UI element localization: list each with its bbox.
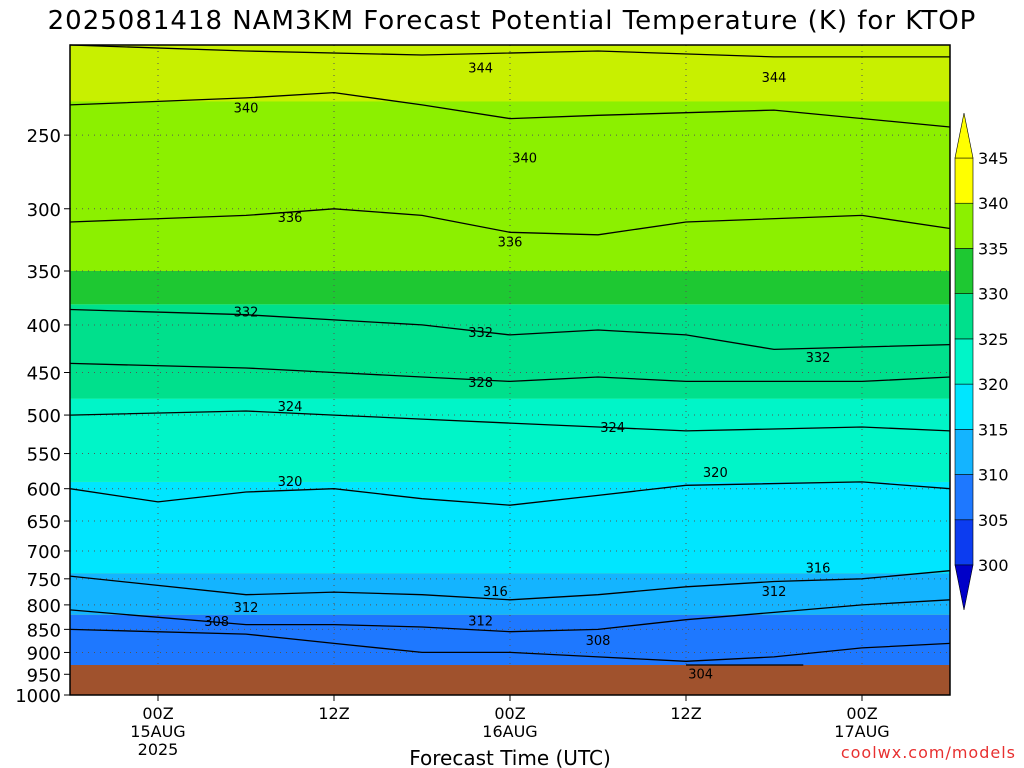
- contour-label: 336: [498, 235, 523, 250]
- ground: [70, 665, 950, 695]
- contour-label: 340: [512, 152, 537, 167]
- x-tick-label: 00Z: [494, 704, 525, 723]
- y-tick-label-300: 300: [27, 200, 61, 221]
- y-tick-label-800: 800: [27, 596, 61, 617]
- y-tick-label-700: 700: [27, 542, 61, 563]
- y-tick-label-600: 600: [27, 480, 61, 501]
- legend-swatch-315: [954, 383, 974, 430]
- y-tick-label-250: 250: [27, 126, 61, 147]
- contour-label: 312: [762, 585, 787, 600]
- legend-low-arrow: [954, 564, 974, 611]
- contour-340: [69, 91, 951, 128]
- contour-332: [69, 308, 951, 351]
- legend-label-325: 325: [978, 330, 1009, 349]
- legend-swatch-340: [954, 157, 974, 204]
- x-axis-label: Forecast Time (UTC): [409, 746, 611, 768]
- contour-label: 336: [278, 211, 303, 226]
- y-axis: 2503003504004505005506006507007508008509…: [15, 126, 70, 707]
- theta-band-315: [70, 481, 950, 574]
- chart-title: 2025081418 NAM3KM Forecast Potential Tem…: [48, 6, 977, 36]
- legend-label-345: 345: [978, 149, 1009, 168]
- contour-336: [69, 208, 951, 236]
- y-tick-label-350: 350: [27, 262, 61, 283]
- color-legend: 300 305 310 315 320 325 330 335 340 345: [954, 112, 1009, 611]
- theta-band-320: [70, 398, 950, 482]
- theta-band-330: [70, 271, 950, 305]
- contour-312: [69, 599, 951, 633]
- y-tick-label-750: 750: [27, 570, 61, 591]
- legend-label-315: 315: [978, 420, 1009, 439]
- contour-label: 340: [234, 101, 259, 116]
- contour-label: 344: [762, 71, 787, 86]
- contour-label: 332: [806, 351, 831, 366]
- contour-344: [69, 44, 950, 58]
- legend-label-320: 320: [978, 375, 1009, 394]
- contour-324: [69, 410, 951, 432]
- contour-label: 316: [806, 561, 831, 576]
- contour-label: 308: [204, 615, 229, 630]
- y-tick-label-500: 500: [27, 406, 61, 427]
- legend-swatch-335: [954, 202, 974, 249]
- y-tick-label-1000: 1000: [15, 686, 61, 707]
- y-tick-label-450: 450: [27, 364, 61, 385]
- y-tick-label-850: 850: [27, 620, 61, 641]
- legend-label-305: 305: [978, 511, 1009, 530]
- contour-label: 324: [278, 400, 303, 415]
- contour-label: 328: [468, 376, 493, 391]
- contour-316: [69, 570, 951, 601]
- contour-label: 312: [234, 601, 259, 616]
- contour-label: 332: [234, 306, 259, 321]
- x-tick-label: 00Z: [846, 704, 877, 723]
- legend-swatch-325: [954, 293, 974, 340]
- legend-swatch-305: [954, 474, 974, 521]
- x-tick-label: 00Z: [142, 704, 173, 723]
- legend-swatch-310: [954, 429, 974, 475]
- contour-label: 320: [278, 475, 303, 490]
- legend-high-arrow: [954, 112, 974, 159]
- contour-label: 308: [586, 634, 611, 649]
- legend-label-300: 300: [978, 556, 1009, 575]
- y-tick-label-950: 950: [27, 665, 61, 686]
- legend-label-330: 330: [978, 285, 1009, 304]
- contour-label: 320: [703, 466, 728, 481]
- contour-label: 344: [468, 62, 493, 77]
- legend-label-310: 310: [978, 466, 1009, 485]
- theta-band-340: [70, 45, 950, 102]
- y-tick-label-400: 400: [27, 316, 61, 337]
- contour-label: 312: [468, 615, 493, 630]
- x-tick-label: 12Z: [670, 704, 701, 723]
- x-tick-label: 12Z: [318, 704, 349, 723]
- contour-308: [69, 628, 951, 662]
- y-tick-label-550: 550: [27, 445, 61, 466]
- y-tick-label-900: 900: [27, 643, 61, 664]
- x-tick-label: 17AUG: [834, 722, 889, 741]
- x-tick-label: 15AUG: [130, 722, 185, 741]
- legend-label-335: 335: [978, 239, 1009, 258]
- x-tick-label: 16AUG: [482, 722, 537, 741]
- y-tick-label-650: 650: [27, 512, 61, 533]
- contour-label: 324: [600, 421, 625, 436]
- contour-label: 304: [688, 667, 713, 682]
- legend-swatch-330: [954, 248, 974, 294]
- contour-label: 332: [468, 326, 493, 341]
- legend-label-340: 340: [978, 194, 1009, 213]
- credit-link[interactable]: coolwx.com/models: [841, 743, 1016, 762]
- contour-label: 316: [483, 585, 508, 600]
- contour-328: [69, 362, 951, 383]
- x-tick-label: 2025: [138, 740, 179, 759]
- legend-swatch-320: [954, 338, 974, 385]
- legend-swatch-300: [954, 519, 974, 566]
- plot-area: 344 344 340 340 336 336 332 332 332 328 324 324 320 3…: [69, 44, 951, 696]
- contour-320: [69, 481, 951, 506]
